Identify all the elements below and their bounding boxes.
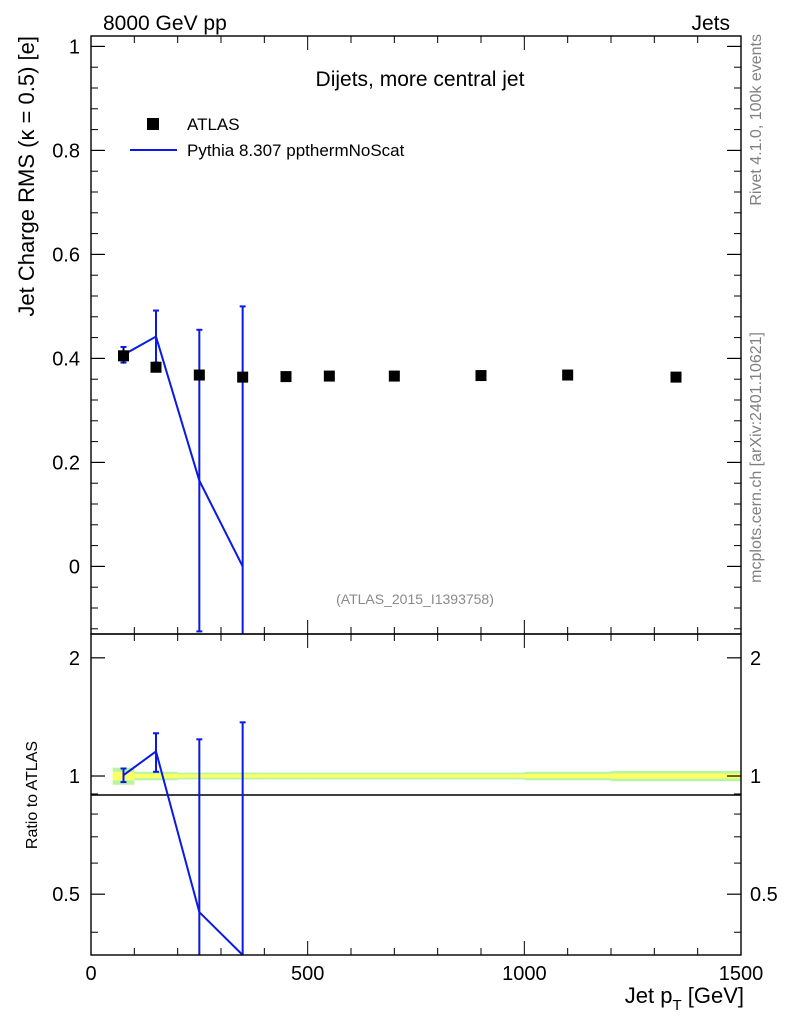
mc-series [120,305,246,634]
data-point [193,369,205,381]
x-tick-label: 1000 [502,963,547,985]
ratio-band-inner [611,773,741,779]
main-uncertainty-band [113,348,741,380]
header-energy-label: 8000 GeV pp [103,12,227,35]
main-y-tick-label: 0.2 [52,452,80,474]
ratio-y-tick-label-left: 0.5 [52,884,80,906]
ratio-band-inner [351,774,438,778]
plot-title: Dijets, more central jet [316,68,525,91]
main-y-axis-title: Jet Charge RMS (κ = 0.5) [e] [14,36,39,317]
ratio-frame [90,633,742,956]
main-y-tick-label: 0.4 [52,348,80,370]
ratio-y-tick-label-right: 2 [750,648,761,670]
main-y-tick-labels: 0 0.2 0.4 0.6 0.8 1 [52,36,80,578]
x-axis-title: Jet pT [GeV] [625,983,744,1014]
main-y-tick-label: 1 [69,36,80,58]
ratio-y-tick-label-right: 0.5 [750,884,778,906]
main-axis-ticks [90,36,742,634]
main-y-tick-label: 0 [69,556,80,578]
data-series [118,348,682,383]
ratio-y-tick-label-left: 1 [69,766,80,788]
ratio-axis-ticks [90,634,742,955]
x-tick-label: 500 [291,963,324,985]
main-y-tick-label: 0.8 [52,140,80,162]
ratio-band-inner [524,773,611,779]
x-tick-label: 0 [85,963,96,985]
ratio-band-inner [437,774,525,778]
legend: ATLAS Pythia 8.307 ppthermNoScat [130,115,405,160]
x-tick-labels: 0 500 1000 1500 [85,963,763,985]
legend-data-label: ATLAS [187,115,240,134]
data-point [150,361,162,373]
analysis-id-label: (ATLAS_2015_I1393758) [336,591,494,607]
legend-data-marker [147,118,159,130]
data-point [323,370,335,382]
data-point [388,370,400,382]
ratio-y-axis-title: Ratio to ATLAS [24,741,41,849]
main-panel: 00.20.40.60.81 Dijets, more central jet … [14,35,742,635]
legend-mc-label: Pythia 8.307 ppthermNoScat [187,141,405,160]
mcplots-info-text: mcplots.cern.ch [arXiv:2401.10621] [748,332,765,583]
data-point [118,350,129,362]
x-tick-label: 1500 [719,963,764,985]
ratio-y-tick-label-left: 2 [69,648,80,670]
ratio-y-tick-label-right: 1 [750,766,761,788]
ratio-band-inner [307,774,351,778]
ratio-band-inner [134,773,178,779]
rivet-info-text: Rivet 4.1.0, 100k events [748,34,765,206]
data-point [475,370,487,382]
mc-series-line [123,335,244,567]
ratio-mc-line [122,749,244,956]
data-point [562,369,574,381]
header-jets-label: Jets [691,12,730,35]
ratio-y-tick-labels: 0.5 0.5 1 1 2 2 [52,648,778,906]
data-point [280,371,292,383]
ratio-uncertainty-band [112,767,741,785]
ratio-band-inner [264,774,308,778]
ratio-mc-series [120,721,246,956]
ratio-panel: 0.5 0.5 1 1 2 2 0 500 1000 1500 Ratio to ATLAS J… [24,633,778,1014]
data-point [237,371,249,383]
data-point [670,371,682,383]
main-y-tick-label: 0.6 [52,244,80,266]
